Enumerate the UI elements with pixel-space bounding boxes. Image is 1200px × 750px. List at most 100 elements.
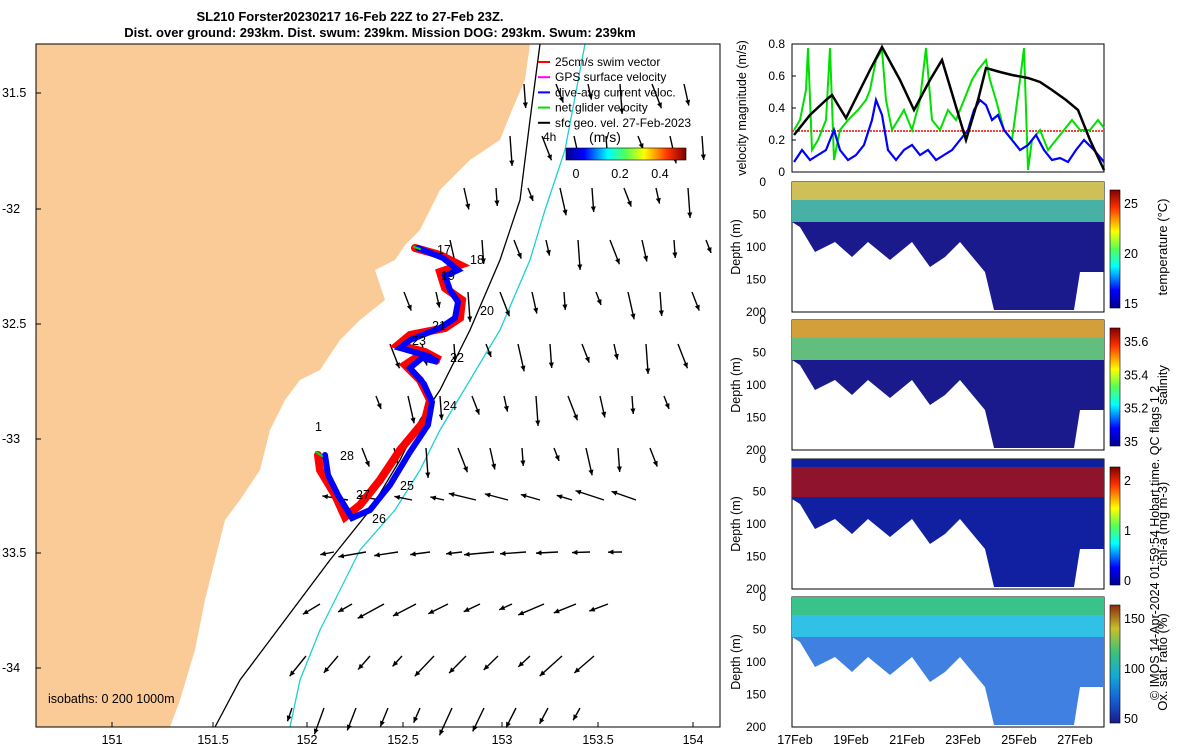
- colorbar-tick: 35: [1124, 435, 1138, 449]
- velocity-ytick: 0: [778, 165, 785, 179]
- depth-tick: 150: [746, 550, 766, 564]
- credit-text: © IMOS 14-Apr-2024 01:59:54 Hobart time.…: [1148, 385, 1162, 700]
- depth-tick: 100: [746, 517, 766, 531]
- day-label: 1: [315, 420, 322, 434]
- section-salinity: Depth (m) 0 50 100 150 200 35.6 35.4 35.2 35 salin…: [729, 313, 1170, 457]
- velocity-ytick: 0.4: [768, 101, 785, 115]
- land-area: [36, 44, 530, 727]
- depth-tick: 150: [746, 688, 766, 702]
- time-tick-label: 27Feb: [1057, 733, 1092, 747]
- section-colorbar-label: Ox. sat. ratio (%): [1155, 613, 1170, 711]
- day-label: 28: [340, 449, 354, 463]
- lat-tick-label: 33.5: [2, 546, 26, 560]
- colorbar-tick: 35.4: [1124, 368, 1148, 382]
- depth-tick: 50: [753, 623, 767, 637]
- section-ylabel: Depth (m): [729, 496, 743, 552]
- day-label: 22: [450, 351, 464, 365]
- series-dive-avg: [793, 96, 1105, 164]
- lon-tick-label: 154: [683, 733, 704, 747]
- depth-tick: 100: [746, 378, 766, 392]
- section-colorbar-label: temperature (°C): [1155, 199, 1170, 296]
- section-oxygen: Depth (m) 0 50 100 150 200 150 100 50 Ox. sat. ra…: [729, 590, 1170, 734]
- velocity-ylabel: velocity magnitude (m/s): [735, 40, 749, 175]
- lon-tick-label: 153: [492, 733, 513, 747]
- day-label: 27: [356, 488, 370, 502]
- section-colorbar-label: salinity: [1155, 365, 1170, 405]
- colorbar-tick: 0: [1124, 574, 1131, 588]
- day-label: 25: [400, 479, 414, 493]
- title-line-2: Dist. over ground: 293km. Dist. swum: 23…: [124, 25, 636, 40]
- colorbar-tick: 25: [1124, 197, 1138, 211]
- lon-tick-label: 153.5: [582, 733, 613, 747]
- depth-tick: 50: [753, 208, 767, 222]
- section-chla: Depth (m) 0 50 100 150 200 2 1 0 chl-a (mg m-3): [729, 452, 1170, 596]
- lon-tick-label: 152.5: [387, 733, 418, 747]
- colorbar-tick: 150: [1124, 612, 1145, 626]
- velocity-ytick: 0.6: [768, 69, 785, 83]
- isobath-1000m: [289, 44, 586, 727]
- colorbar-tick: 35.2: [1124, 402, 1148, 416]
- lat-tick-label: 32.5: [2, 317, 26, 331]
- section-temperature: Depth (m) 0 50 100 150 200 25 20 15 temperature (…: [729, 175, 1170, 319]
- map-axes: [35, 43, 721, 728]
- day-label: 21: [432, 319, 446, 333]
- time-tick-label: 17Feb: [777, 733, 812, 747]
- title-line-1: SL210 Forster20230217 16-Feb 22Z to 27-F…: [196, 9, 504, 24]
- legend-label: 25cm/s swim vector: [555, 55, 660, 69]
- depth-tick: 200: [746, 443, 766, 457]
- lon-tick-label: 152: [297, 733, 318, 747]
- day-label: 23: [412, 334, 426, 348]
- colorbar-tick: 15: [1124, 297, 1138, 311]
- velocity-ytick: 0.8: [768, 37, 785, 51]
- glider-track: [314, 244, 471, 524]
- day-label: 19: [441, 269, 455, 283]
- depth-tick: 200: [746, 305, 766, 319]
- colorbar-tick: 0: [573, 167, 580, 181]
- day-label: 24: [443, 399, 457, 413]
- lat-tick-label: -32: [2, 202, 20, 216]
- series-sfc-geo: [793, 44, 1106, 171]
- series-net-glider: [793, 46, 1105, 171]
- time-tick-label: 23Feb: [945, 733, 980, 747]
- section-ylabel: Depth (m): [729, 634, 743, 690]
- time-tick-label: 25Feb: [1001, 733, 1036, 747]
- colorbar-tick: 2: [1124, 474, 1131, 488]
- lat-tick-label: 31.5: [2, 86, 26, 100]
- lat-tick-label: -34: [2, 661, 20, 675]
- day-label: 18: [470, 253, 484, 267]
- section-ylabel: Depth (m): [729, 357, 743, 413]
- lon-tick-label: 151: [102, 733, 123, 747]
- depth-tick: 200: [746, 582, 766, 596]
- colorbar-tick: 35.6: [1124, 335, 1148, 349]
- velocity-panel: 0 0.2 0.4 0.6 0.8 velocity magnitude (m/s): [735, 37, 1106, 179]
- colorbar-unit: (m/s): [589, 129, 621, 145]
- day-label: 17: [437, 243, 451, 257]
- colorbar-tick: 0.4: [651, 167, 668, 181]
- legend-label: dive-avg current veloc.: [555, 85, 676, 99]
- legend-label: GPS surface velocity: [555, 70, 666, 84]
- depth-tick: 0: [759, 175, 766, 189]
- time-tick-label: 19Feb: [833, 733, 868, 747]
- time-tick-label: 21Feb: [889, 733, 924, 747]
- colorbar-tick: 0.2: [611, 167, 628, 181]
- velocity-ytick: 0.2: [768, 133, 785, 147]
- depth-tick: 200: [746, 720, 766, 734]
- section-ylabel: Depth (m): [729, 219, 743, 275]
- depth-tick: 100: [746, 655, 766, 669]
- depth-tick: 150: [746, 411, 766, 425]
- depth-tick: 50: [753, 485, 767, 499]
- speed-colorbar: (m/s) 4h 0 0.2 0.4: [543, 129, 687, 181]
- colorbar-tick: 20: [1124, 247, 1138, 261]
- colorbar-marker: 4h: [543, 130, 556, 144]
- colorbar-tick: 50: [1124, 712, 1138, 726]
- day-label: 26: [372, 512, 386, 526]
- legend-label: sfc geo. vel. 27-Feb-2023: [555, 116, 691, 130]
- isobaths-label: isobaths: 0 200 1000m: [48, 692, 174, 706]
- section-colorbar-label: chl-a (mg m-3): [1155, 482, 1170, 567]
- depth-tick: 0: [759, 590, 766, 604]
- colorbar-tick: 1: [1124, 524, 1131, 538]
